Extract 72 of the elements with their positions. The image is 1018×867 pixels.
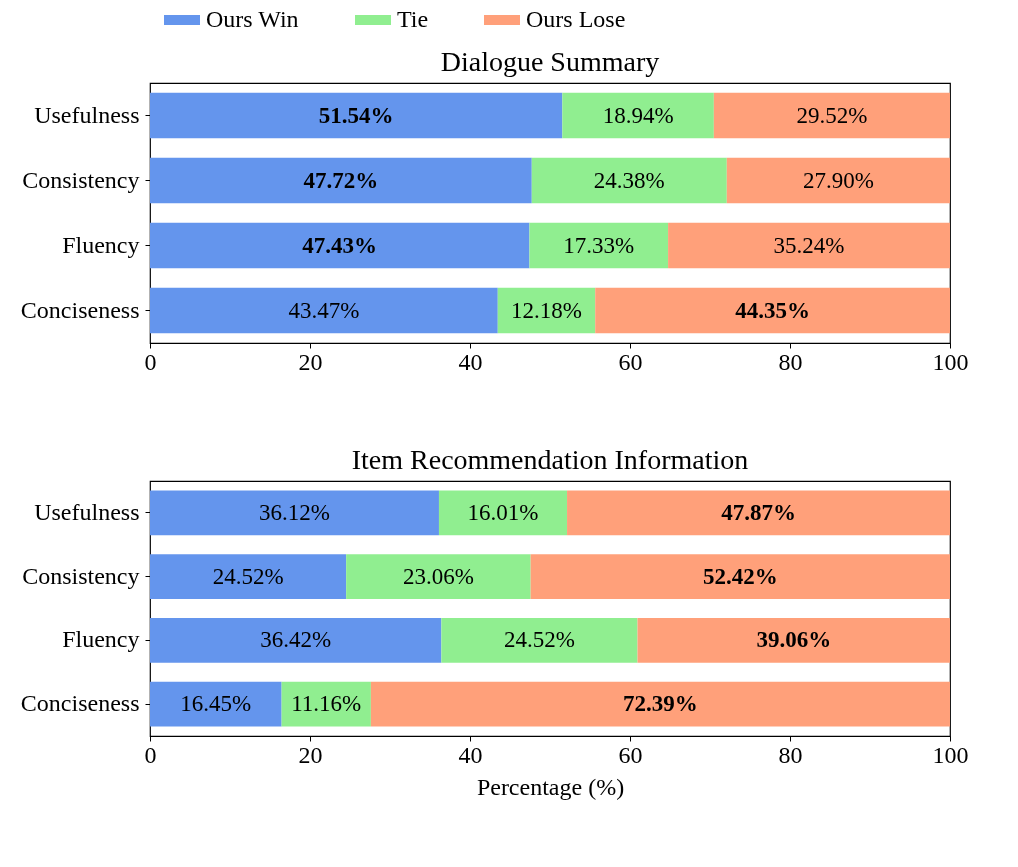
bar [150,157,532,204]
x-tick-label: 100 [932,741,969,768]
legend-label: Tie [397,6,429,32]
bar [713,92,950,139]
data-label: 52.42% [702,563,778,589]
x-tick-label: 20 [298,741,323,768]
y-tick-label: Conciseness [20,296,140,323]
bar [529,222,669,269]
x-axis-title: Percentage (%) [476,773,625,800]
x-tick-label: 100 [932,348,969,375]
bar [150,287,498,334]
x-tick-label: 20 [298,348,323,375]
y-tick-label: Usefulness [34,498,140,525]
x-tick-label: 60 [618,348,643,375]
data-label: 47.87% [721,499,796,525]
y-tick-label: Consistency [22,166,140,193]
data-label: 47.72% [303,167,379,193]
bar [595,287,950,334]
y-tick-label: Conciseness [20,690,140,717]
bar [562,92,714,139]
data-label: 23.06% [402,563,474,589]
bar [150,681,282,727]
data-label: 24.38% [593,167,665,193]
data-label: 12.18% [511,297,582,323]
bar [150,490,439,536]
data-label: 47.43% [302,232,378,258]
y-tick-label: Consistency [22,562,140,589]
data-label: 11.16% [291,691,362,717]
x-tick-label: 40 [458,741,483,768]
bar [150,222,530,269]
x-tick-label: 60 [618,741,643,768]
x-tick-label: 0 [144,348,157,375]
chart-title: Item Recommendation Information [351,444,749,475]
bar [531,157,727,204]
data-label: 16.45% [180,691,252,717]
data-label: 17.33% [563,232,635,258]
chart-title: Dialogue Summary [440,46,660,77]
data-label: 36.42% [260,627,332,653]
data-label: 72.39% [623,691,698,717]
bar [530,554,950,599]
data-label: 24.52% [503,627,575,653]
bar [438,490,568,536]
y-tick-label: Fluency [62,626,140,653]
data-label: 24.52% [212,563,284,589]
legend-label: Ours Win [206,6,299,32]
bar [150,618,442,663]
bar [346,554,531,599]
legend-label: Ours Lose [526,6,626,32]
x-tick-label: 80 [778,741,803,768]
data-label: 29.52% [796,102,868,128]
bar [150,554,347,599]
bar [150,92,563,139]
data-label: 36.12% [259,499,330,525]
data-label: 35.24% [773,232,845,258]
y-tick-label: Fluency [62,231,140,258]
bar [567,490,950,536]
bar [370,681,950,727]
bar [637,618,950,663]
bar [668,222,950,269]
y-tick-label: Usefulness [34,101,140,128]
x-tick-label: 40 [458,348,483,375]
data-label: 43.47% [288,297,360,323]
data-label: 27.90% [802,167,874,193]
data-label: 39.06% [756,627,832,653]
bar [441,618,638,663]
data-label: 51.54% [318,102,394,128]
data-label: 16.01% [467,499,539,525]
bar [726,157,950,204]
x-tick-label: 80 [778,348,803,375]
data-label: 44.35% [735,297,810,323]
data-label: 18.94% [602,102,674,128]
x-tick-label: 0 [144,741,157,768]
